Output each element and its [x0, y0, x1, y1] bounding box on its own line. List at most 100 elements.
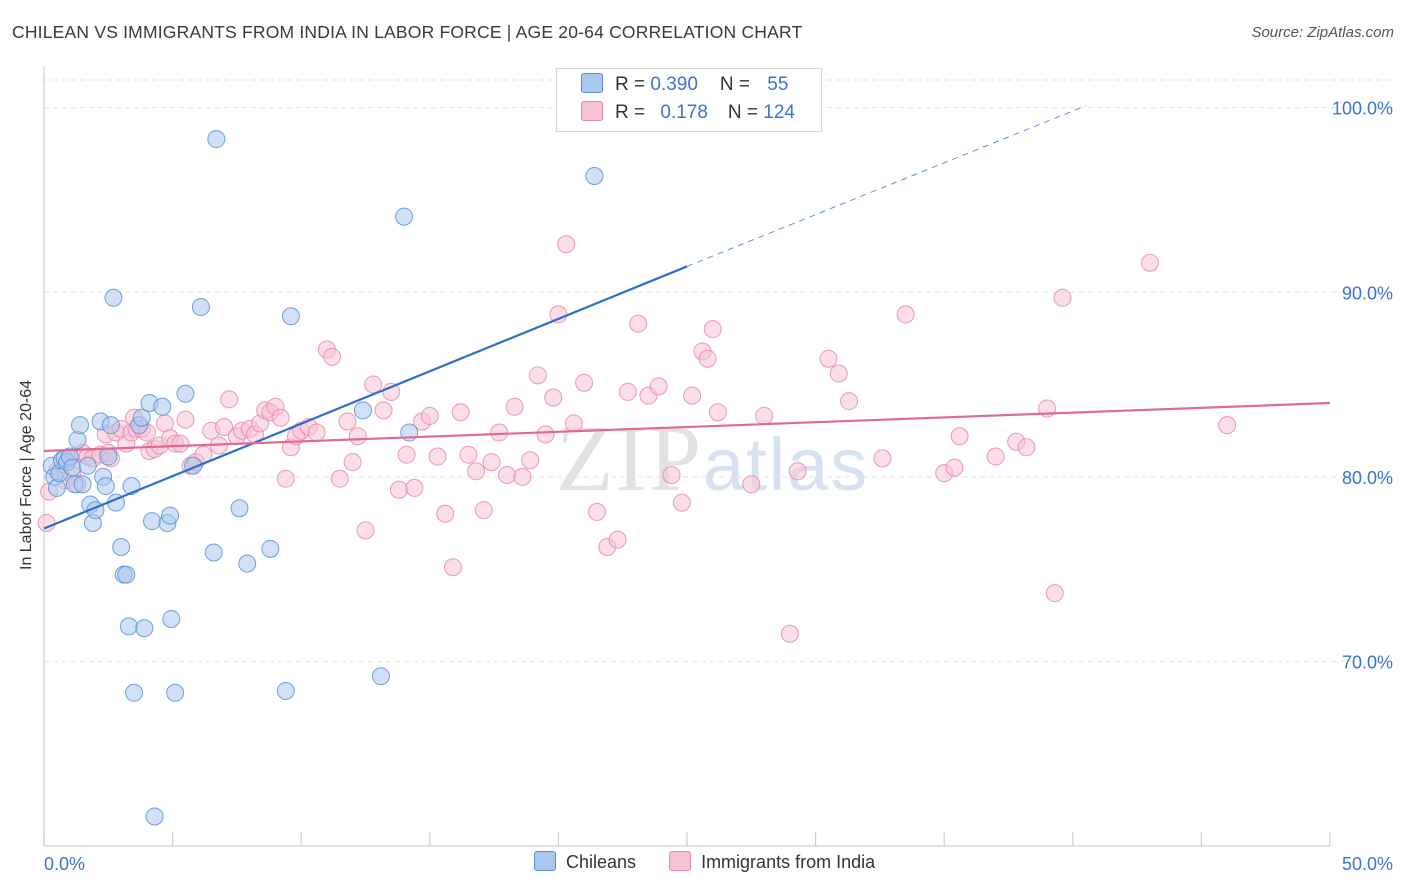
- india-point: [986, 447, 1005, 466]
- india-point: [459, 445, 478, 464]
- india-point: [443, 558, 462, 577]
- chilean-point: [112, 537, 131, 556]
- india-point: [1045, 584, 1064, 603]
- r-label: R =: [615, 74, 651, 95]
- india-point: [672, 493, 691, 512]
- india-point: [323, 347, 342, 366]
- n-label: N =: [719, 74, 756, 95]
- y-tick-label: 90.0%: [1342, 283, 1393, 303]
- india-point: [896, 305, 915, 324]
- india-legend-swatch-icon: [669, 851, 692, 871]
- n-value: 124: [763, 102, 795, 123]
- chilean-point: [153, 397, 172, 416]
- chilean-point: [96, 477, 115, 496]
- chilean-point: [99, 447, 118, 466]
- india-point: [780, 624, 799, 643]
- chileans-trendline: [43, 265, 688, 530]
- chilean-point: [395, 207, 414, 226]
- chilean-point: [238, 554, 257, 573]
- india-swatch-icon: [581, 101, 603, 121]
- india-point: [662, 465, 681, 484]
- chilean-point: [585, 166, 604, 185]
- india-trendline: [43, 401, 1331, 453]
- chilean-point: [125, 683, 144, 702]
- n-value: 55: [767, 74, 789, 95]
- india-point: [497, 465, 516, 484]
- x-tick-label: 50.0%: [1342, 854, 1393, 874]
- india-point: [1218, 416, 1237, 435]
- chilean-point: [63, 458, 82, 477]
- india-point: [451, 403, 470, 422]
- india-point: [536, 425, 555, 444]
- india-point: [649, 377, 668, 396]
- india-point: [575, 373, 594, 392]
- india-point: [490, 423, 509, 442]
- india-point: [37, 513, 56, 532]
- chilean-point: [104, 288, 123, 307]
- legend-label-chileans: Chileans: [566, 852, 637, 872]
- india-point: [505, 397, 524, 416]
- chilean-point: [101, 416, 120, 435]
- india-point: [307, 423, 326, 442]
- india-point: [513, 467, 532, 486]
- india-point: [348, 427, 367, 446]
- india-point: [945, 458, 964, 477]
- watermark: ZIPatlas: [556, 405, 869, 513]
- r-value: 0.178: [660, 102, 708, 123]
- india-point: [271, 408, 290, 427]
- india-point: [176, 410, 195, 429]
- y-tick-label: 80.0%: [1342, 468, 1393, 488]
- india-point-group: [37, 235, 1237, 643]
- legend-item-india: Immigrants from India: [669, 851, 875, 873]
- chilean-point-group: [42, 100, 712, 826]
- legend-row-chileans: R = 0.390 N = 55: [581, 73, 788, 97]
- india-point: [467, 462, 486, 481]
- chileans-legend-swatch-icon: [534, 851, 556, 871]
- chilean-point: [132, 408, 151, 427]
- india-point: [215, 418, 234, 437]
- chilean-point: [191, 298, 210, 317]
- chilean-point: [135, 619, 154, 638]
- india-point: [330, 469, 349, 488]
- x-tick-label: 0.0%: [44, 854, 85, 874]
- chilean-point: [281, 307, 300, 326]
- chilean-point: [276, 681, 295, 700]
- chilean-point: [117, 565, 136, 584]
- india-point: [374, 401, 393, 420]
- chilean-point: [71, 416, 90, 435]
- india-point: [618, 382, 637, 401]
- india-point: [276, 469, 295, 488]
- india-point: [364, 375, 383, 394]
- chilean-point: [204, 543, 223, 562]
- india-point: [1053, 288, 1072, 307]
- india-point: [420, 406, 439, 425]
- r-value: 0.390: [650, 74, 698, 95]
- legend-label-india: Immigrants from India: [701, 852, 876, 872]
- chilean-point: [371, 667, 390, 686]
- india-point: [587, 502, 606, 521]
- india-point: [1140, 253, 1159, 272]
- chilean-point: [143, 512, 162, 531]
- india-point: [829, 364, 848, 383]
- india-point: [436, 504, 455, 523]
- india-point: [343, 453, 362, 472]
- india-point: [220, 390, 239, 409]
- chilean-point: [145, 807, 164, 826]
- chilean-point: [162, 609, 181, 628]
- india-point: [840, 392, 859, 411]
- chilean-point: [73, 475, 92, 494]
- india-point: [755, 406, 774, 425]
- chilean-point: [161, 506, 180, 525]
- india-point: [528, 366, 547, 385]
- india-point: [557, 235, 576, 254]
- india-point: [708, 403, 727, 422]
- india-point: [629, 314, 648, 333]
- legend-row-india: R = 0.178 N = 124: [581, 101, 795, 125]
- india-point: [819, 349, 838, 368]
- india-point: [405, 478, 424, 497]
- chilean-point: [230, 499, 249, 518]
- n-label: N =: [727, 102, 764, 123]
- source-label: Source: ZipAtlas.com: [1251, 24, 1394, 41]
- india-point: [356, 521, 375, 540]
